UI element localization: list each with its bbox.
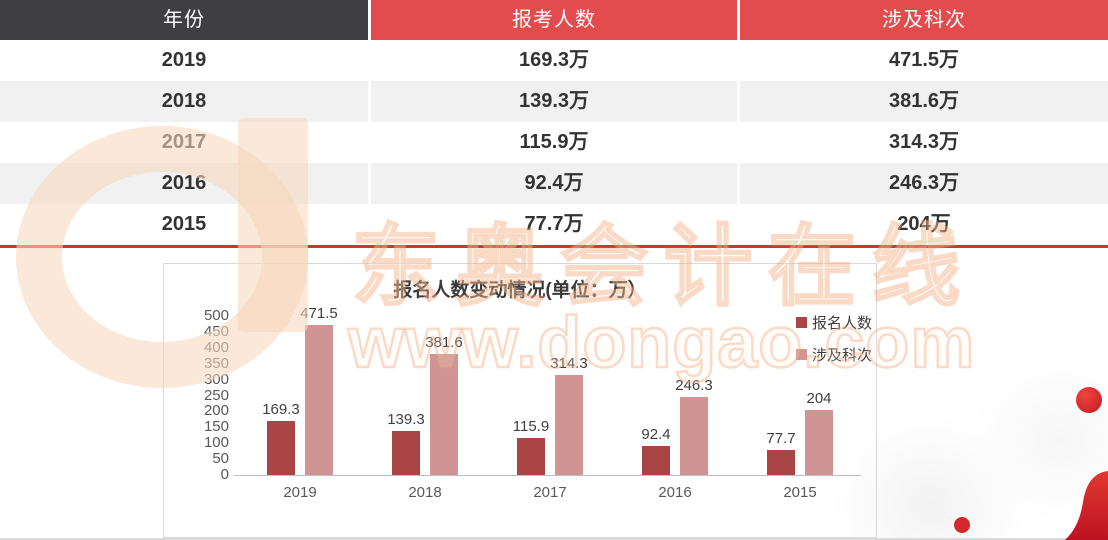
year-cell: 2019 [0,40,368,81]
bar-subjects-2019 [305,325,333,475]
bar-applicants-2015 [767,450,795,475]
table-row: 2015 77.7万 204万 [0,204,1108,245]
bar-subjects-2018 [430,354,458,475]
bar-value-label: 139.3 [387,411,425,428]
y-axis-tick-label: 300 [203,370,229,388]
table-header-year: 年份 [0,0,368,40]
table-row: 2018 139.3万 381.6万 [0,81,1108,122]
y-axis-tick-label: 0 [220,466,229,483]
y-axis-tick-label: 150 [203,418,229,436]
bar-value-label: 381.6 [425,334,463,351]
table-header-applicants: 报考人数 [371,0,737,40]
legend-swatch-dark-red [796,317,807,328]
x-axis-category-label: 2018 [408,484,442,501]
legend-swatch-pink [796,349,807,360]
applicants-cell: 115.9万 [371,122,737,163]
year-cell: 2018 [0,81,368,122]
bar-value-label: 115.9 [512,418,550,435]
table-row: 2019 169.3万 471.5万 [0,40,1108,81]
bar-applicants-2018 [392,431,420,475]
bottom-border-line [0,538,1108,540]
subjects-cell: 204万 [740,204,1108,245]
y-axis-tick-label: 400 [203,338,229,356]
bar-value-label: 204 [806,390,832,407]
bar-value-label: 92.4 [641,426,671,443]
bar-value-label: 77.7 [766,430,796,447]
y-axis-tick-label: 250 [203,386,229,404]
y-axis-tick-label: 100 [203,434,229,452]
red-circle-decoration [1076,387,1102,413]
x-axis-category-label: 2017 [533,484,567,501]
bar-applicants-2019 [267,421,295,475]
bar-subjects-2016 [680,397,708,475]
y-axis-tick-label: 500 [203,307,229,324]
table-row: 2016 92.4万 246.3万 [0,163,1108,204]
x-axis-category-label: 2016 [658,484,692,501]
year-cell: 2016 [0,163,368,204]
table-row: 2017 115.9万 314.3万 [0,122,1108,163]
bar-value-label: 246.3 [675,377,713,394]
year-cell: 2017 [0,122,368,163]
x-axis-line [234,475,861,476]
y-axis-tick-label: 450 [203,322,229,340]
bar-value-label: 169.3 [262,401,300,418]
legend-item-subjects: 涉及科次 [796,344,872,365]
applicants-cell: 77.7万 [371,204,737,245]
bar-subjects-2017 [555,375,583,475]
chart-title: 报名人数变动情况(单位：万） [393,280,647,301]
bar-subjects-2015 [805,410,833,475]
legend-item-applicants: 报名人数 [796,312,872,333]
applicants-cell: 139.3万 [371,81,737,122]
subjects-cell: 381.6万 [740,81,1108,122]
table-header-subjects: 涉及科次 [740,0,1108,40]
subjects-cell: 471.5万 [740,40,1108,81]
y-axis-tick-label: 200 [203,402,229,420]
subjects-cell: 314.3万 [740,122,1108,163]
bar-value-label: 471.5 [300,305,338,322]
applicants-cell: 92.4万 [371,163,737,204]
red-dot-decoration [954,517,970,533]
bar-chart: 报名人数变动情况(单位：万） 报名人数 涉及科次 0 50 100 150 200 250… [163,263,877,538]
chart-legend: 报名人数 涉及科次 [796,312,872,376]
red-blob-decoration [1065,471,1108,540]
x-axis-category-label: 2019 [283,484,317,501]
bar-applicants-2017 [517,438,545,475]
year-cell: 2015 [0,204,368,245]
y-axis-tick-label: 350 [203,354,229,372]
legend-label: 报名人数 [812,315,873,332]
x-axis-category-label: 2015 [783,484,817,501]
red-divider-line [0,245,1108,248]
table-header-row: 年份 报考人数 涉及科次 [0,0,1108,40]
bar-applicants-2016 [642,446,670,475]
subjects-cell: 246.3万 [740,163,1108,204]
bar-value-label: 314.3 [550,355,588,372]
applicants-cell: 169.3万 [371,40,737,81]
y-axis-tick-label: 50 [212,450,229,468]
legend-label: 涉及科次 [812,347,873,364]
